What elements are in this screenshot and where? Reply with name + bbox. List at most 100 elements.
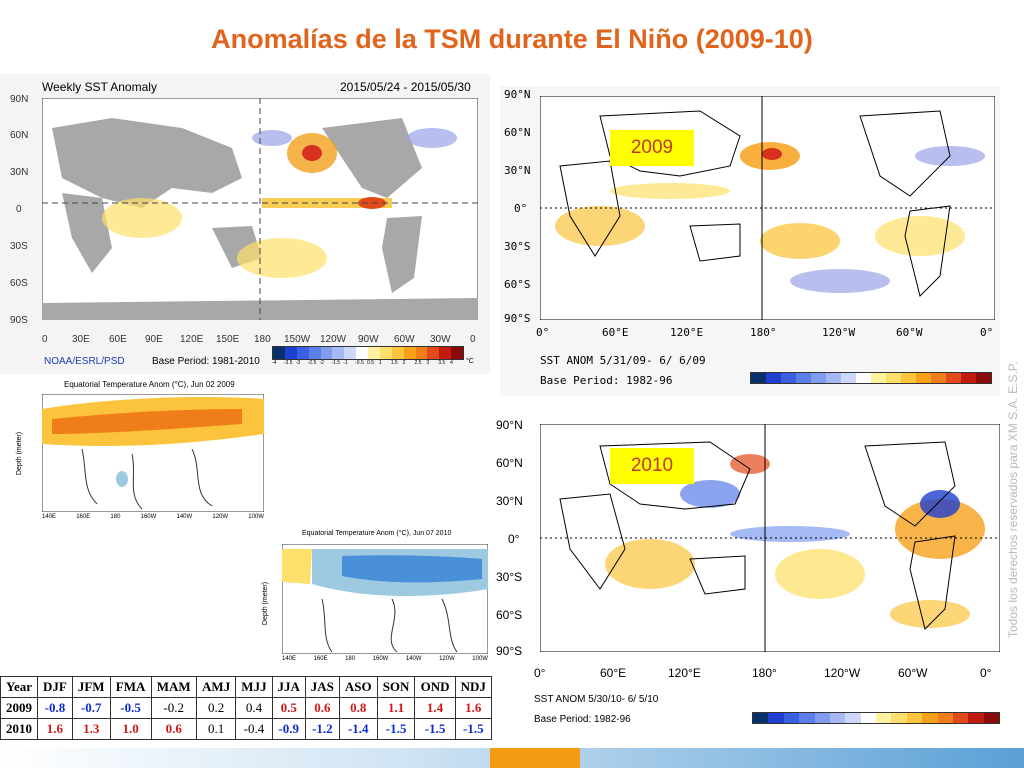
depth-2010-plot xyxy=(282,544,488,654)
lon-label: 60°W xyxy=(896,326,923,339)
oni-table-container: Year DJF JFM FMA MAM AMJ MJJ JJA JAS ASO… xyxy=(0,676,493,740)
weekly-colorbar xyxy=(272,346,464,360)
table-value-cell: 1.6 xyxy=(37,718,73,740)
table-value-cell: 1.1 xyxy=(376,697,416,719)
lat-label: 60°N xyxy=(496,456,523,470)
table-value-cell: -1.5 xyxy=(414,718,456,740)
table-value-cell: -0.2 xyxy=(150,697,197,719)
colorbar-label: 3.5 xyxy=(438,360,446,366)
lat-label: 0° xyxy=(514,202,528,215)
colorbar-label: -3 xyxy=(295,360,301,366)
lon-label: 60°E xyxy=(600,666,627,680)
weekly-colorbar-labels: -4 -3.5 -3 -2.5 -2 -1.5 -1 -0.5 0.5 1 1.… xyxy=(272,360,462,366)
map-2009-plot xyxy=(540,96,995,320)
depth-2009-lon-axis: 140E 160E 180 160W 140W 120W 100W xyxy=(42,514,264,520)
lon-label: 60°W xyxy=(898,666,928,680)
lon-label: 90E xyxy=(145,334,163,345)
lat-label: 60°S xyxy=(496,608,523,622)
table-value-cell: -0.4 xyxy=(235,718,273,740)
lat-label: 30°N xyxy=(496,494,523,508)
map-2009-colorbar xyxy=(750,372,992,384)
table-value-cell: 1.4 xyxy=(414,697,456,719)
lon-label: 120W xyxy=(212,514,229,520)
weekly-unit: °C xyxy=(466,358,474,365)
lon-label: 0 xyxy=(42,334,48,345)
colorbar-label: -2 xyxy=(319,360,324,366)
lon-label: 60E xyxy=(109,334,127,345)
table-value-cell: 1.3 xyxy=(71,718,111,740)
lat-label: 0 xyxy=(16,204,22,215)
lon-label: 120W xyxy=(439,656,455,662)
oni-table: Year DJF JFM FMA MAM AMJ MJJ JJA JAS ASO… xyxy=(0,676,493,740)
lon-label: 160E xyxy=(313,656,328,662)
lat-label: 90S xyxy=(10,315,28,326)
depth-section-2009: Equatorial Temperature Anom (°C), Jun 02… xyxy=(16,380,268,526)
lon-label: 180 xyxy=(345,656,356,662)
lon-label: 160E xyxy=(76,514,91,520)
table-value-cell: 0.8 xyxy=(338,697,378,719)
lon-label: 120°W xyxy=(822,326,856,339)
table-value-cell: 1.6 xyxy=(454,697,493,719)
weekly-base-period: Base Period: 1981-2010 xyxy=(152,356,260,367)
table-header-cell: ASO xyxy=(338,676,378,698)
depth-2009-ylabel: Depth (meter) xyxy=(16,431,24,476)
table-year-cell: 2009 xyxy=(0,697,39,719)
weekly-lat-axis: 90N 60N 30N 0 30S 60S 90S xyxy=(10,94,40,326)
colorbar-label: 2.5 xyxy=(414,360,422,366)
table-value-cell: -0.8 xyxy=(37,697,73,719)
lon-label: 0 xyxy=(470,334,476,345)
table-header-cell: OND xyxy=(414,676,456,698)
lon-label: 30W xyxy=(430,334,451,345)
weekly-map-plot xyxy=(42,98,478,320)
lon-label: 140W xyxy=(176,514,193,520)
colorbar-label: -2.5 xyxy=(307,360,317,366)
table-value-cell: -1.5 xyxy=(376,718,416,740)
table-value-cell: 0.4 xyxy=(235,697,273,719)
lon-label: 30E xyxy=(72,334,90,345)
map-2010-colorbar xyxy=(752,712,1000,724)
lon-label: 0° xyxy=(980,326,994,339)
table-header-cell: MJJ xyxy=(235,676,273,698)
table-header-cell: Year xyxy=(0,676,39,698)
lon-label: 60W xyxy=(394,334,415,345)
lat-label: 90°S xyxy=(504,312,531,325)
colorbar-label: 4 xyxy=(450,360,453,366)
footer-accent xyxy=(490,748,580,768)
weekly-map-dates: 2015/05/24 - 2015/05/30 xyxy=(340,80,471,94)
colorbar-label: -0.5 xyxy=(355,360,364,366)
map-2010-plot xyxy=(540,424,1000,652)
table-value-cell: -0.7 xyxy=(71,697,111,719)
table-value-cell: -0.9 xyxy=(271,718,306,740)
table-header-row: Year DJF JFM FMA MAM AMJ MJJ JJA JAS ASO… xyxy=(0,676,493,698)
depth-2010-lon-axis: 140E 160E 180 160W 140W 120W 100W xyxy=(282,656,488,662)
lon-label: 120°E xyxy=(668,666,701,680)
depth-2010-title: Equatorial Temperature Anom (°C), Jun 07… xyxy=(302,530,452,537)
lat-label: 90°N xyxy=(496,418,523,432)
lat-label: 30°S xyxy=(496,570,523,584)
table-header-cell: FMA xyxy=(109,676,152,698)
map-2009-caption: SST ANOM 5/31/09- 6/ 6/09 xyxy=(540,354,706,367)
lon-label: 120W xyxy=(320,334,347,345)
depth-2010-ylabel: Depth (meter) xyxy=(262,581,270,626)
lon-label: 160W xyxy=(372,656,389,662)
table-value-cell: 0.6 xyxy=(150,718,197,740)
lon-label: 140W xyxy=(405,656,422,662)
lon-label: 60°E xyxy=(602,326,629,339)
colorbar-label: 1.5 xyxy=(390,360,398,366)
table-header-cell: NDJ xyxy=(454,676,493,698)
page-title: Anomalías de la TSM durante El Niño (200… xyxy=(211,24,813,54)
colorbar-label: -4 xyxy=(272,360,277,366)
lat-label: 90°N xyxy=(504,88,531,101)
table-row: 2009 -0.8 -0.7 -0.5 -0.2 0.2 0.4 0.5 0.6 0.8 1.1 1.… xyxy=(0,697,493,719)
colorbar-label: -1.5 xyxy=(331,360,340,366)
lon-label: 160W xyxy=(140,514,157,520)
table-value-cell: 1.0 xyxy=(109,718,152,740)
table-value-cell: 0.2 xyxy=(195,697,237,719)
lat-label: 60°N xyxy=(504,126,531,139)
lon-label: 150E xyxy=(216,334,240,345)
year-badge-2009: 2009 xyxy=(610,130,694,166)
depth-2009-plot xyxy=(42,394,264,512)
colorbar-label: -1 xyxy=(343,360,348,366)
colorbar-label: 1 xyxy=(378,360,382,366)
map-2009-lat-axis: 90°N 60°N 30°N 0° 30°S 60°S 90°S xyxy=(504,86,540,326)
